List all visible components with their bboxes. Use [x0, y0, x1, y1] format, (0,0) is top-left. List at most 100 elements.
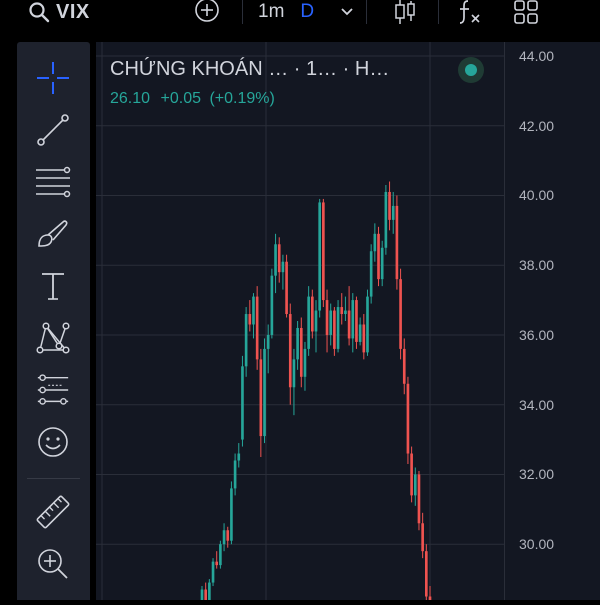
candle-body: [266, 334, 270, 349]
candle: [395, 195, 399, 290]
last-price: 26.10: [110, 90, 151, 107]
candle: [318, 198, 322, 318]
candle-body: [310, 296, 314, 332]
market-status-dot: [465, 64, 477, 76]
interval-dropdown[interactable]: [336, 0, 358, 24]
chart-pane[interactable]: [96, 42, 504, 605]
zoom-in-icon: [38, 549, 68, 579]
candle-body: [208, 582, 211, 600]
interval-suffix: D: [300, 1, 315, 22]
candle-body: [277, 244, 281, 273]
price-tick-label: 30.00: [519, 536, 555, 553]
compare-symbol-button[interactable]: [192, 0, 222, 24]
symbol-label: VIX: [56, 0, 90, 23]
candle-body: [402, 348, 406, 384]
fib-tool[interactable]: [35, 164, 71, 200]
candle-body: [377, 233, 380, 280]
candle-body: [248, 314, 252, 325]
interval-label: 1m: [258, 1, 285, 22]
candle-body: [333, 310, 336, 349]
trendline-tool[interactable]: [35, 112, 71, 148]
candle: [410, 446, 413, 503]
candle: [215, 551, 219, 569]
candle: [252, 293, 255, 339]
candle: [340, 293, 344, 325]
candle-body: [307, 296, 310, 349]
grid-horizontal: [96, 55, 504, 545]
candles: [200, 181, 432, 605]
candle: [296, 321, 299, 370]
toolbar-divider: [242, 0, 243, 24]
candle: [413, 467, 417, 506]
zoom-in-tool[interactable]: [35, 546, 71, 582]
candle: [355, 296, 358, 349]
candle-body: [222, 530, 226, 545]
candle: [248, 300, 252, 332]
candle: [299, 317, 303, 388]
candle-body: [369, 251, 373, 297]
candle: [347, 286, 351, 346]
candle-body: [211, 561, 215, 583]
emoji-icon: [38, 427, 68, 457]
candle: [406, 376, 410, 464]
candle: [204, 582, 208, 604]
market-status-indicator[interactable]: [458, 57, 484, 83]
candle-body: [340, 307, 344, 315]
candle: [402, 338, 406, 395]
candle: [399, 268, 402, 360]
toolbar-divider: [438, 0, 439, 24]
price-tick-label: 38.00: [519, 257, 555, 274]
candle-body: [355, 300, 358, 342]
ruler-tool[interactable]: [35, 494, 71, 530]
prediction-tool[interactable]: [35, 372, 71, 408]
candle: [233, 453, 237, 496]
candle: [380, 240, 384, 287]
candle: [288, 303, 292, 405]
candle-body: [362, 324, 366, 353]
candle: [344, 296, 347, 321]
interval-button[interactable]: 1m D: [258, 0, 314, 24]
layout-button[interactable]: [512, 0, 540, 24]
candle: [266, 324, 270, 374]
price-change-percent: (+0.19%): [209, 90, 275, 107]
price-scale[interactable]: 44.00 42.00 40.00 38.00 36.00 34.00 32.00 30.00: [504, 42, 600, 600]
candle-body: [252, 296, 255, 325]
price-tick-label: 40.00: [519, 187, 555, 204]
candle-body: [303, 348, 307, 377]
candle: [263, 338, 266, 444]
candle: [219, 540, 222, 569]
price-tick-label: 44.00: [519, 47, 555, 64]
emoji-tool[interactable]: [35, 424, 71, 460]
candle: [277, 237, 281, 283]
candle: [208, 579, 211, 604]
candle: [373, 223, 377, 262]
add-symbol-icon: [195, 0, 219, 22]
indicators-button[interactable]: [456, 0, 484, 24]
candle: [281, 254, 285, 290]
candle-body: [299, 327, 303, 377]
candle-body: [325, 300, 329, 335]
candle-body: [296, 327, 299, 360]
text-tool[interactable]: [35, 268, 71, 304]
legend-title[interactable]: CHỨNG KHOÁN … · 1… · H…: [110, 58, 390, 80]
crosshair-tool[interactable]: [35, 60, 71, 96]
candle-body: [233, 460, 237, 489]
candle-body: [219, 544, 222, 566]
toolbar-divider: [366, 0, 367, 24]
price-change: +0.05: [160, 90, 201, 107]
candle-body: [263, 348, 266, 437]
candle-body: [281, 261, 285, 273]
candle-body: [259, 359, 263, 437]
toolbar-divider: [27, 478, 80, 479]
candle-body: [366, 296, 369, 353]
candle: [322, 198, 325, 308]
pattern-tool[interactable]: [35, 320, 71, 356]
candle-body: [413, 474, 417, 496]
candle: [388, 181, 391, 231]
candle: [336, 300, 340, 353]
candlestick-chart[interactable]: [96, 42, 504, 605]
brush-tool[interactable]: [35, 216, 71, 252]
candle: [424, 544, 428, 600]
chart-type-button[interactable]: [390, 0, 420, 24]
symbol-search-button[interactable]: VIX: [28, 0, 90, 24]
